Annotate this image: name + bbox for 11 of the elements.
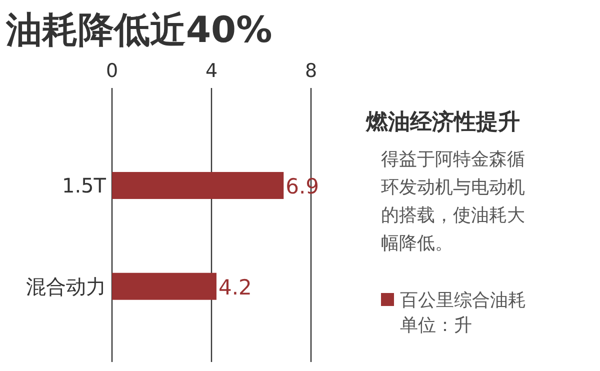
y-tick-label: 1.5T — [62, 173, 107, 198]
legend-label: 百公里综合油耗 — [400, 290, 526, 311]
y-tick-label: 混合动力 — [26, 274, 106, 298]
text: 得益于阿特金森循环发动机与电动机的搭载，使油耗大幅降低。 — [381, 148, 526, 256]
text: 单位：升 — [400, 314, 472, 337]
x-tick-label: 4 — [205, 60, 218, 82]
text: 燃油经济性提升 — [366, 108, 520, 137]
data-label: 4.2 — [218, 275, 252, 300]
chart-title: 油耗降低近40% — [6, 9, 272, 53]
x-tick-label: 0 — [106, 60, 118, 82]
x-tick-label: 8 — [304, 60, 318, 82]
